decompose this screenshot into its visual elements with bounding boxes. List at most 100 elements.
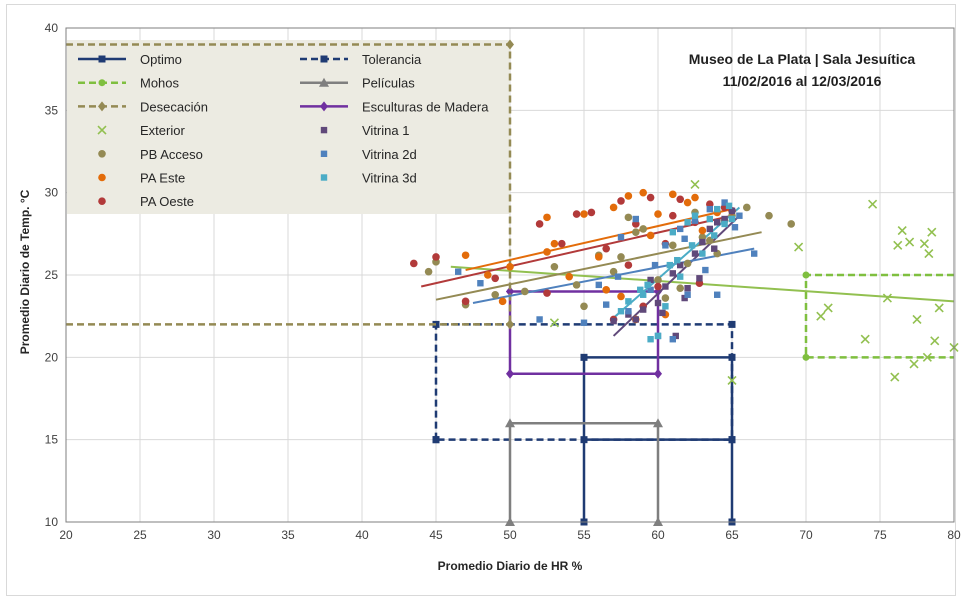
data-point	[683, 259, 692, 268]
x-tick-label: 25	[133, 528, 147, 542]
x-stroke	[927, 227, 937, 237]
x-stroke	[727, 375, 737, 385]
legend-marker	[320, 150, 328, 157]
x-stroke	[893, 240, 903, 250]
data-point	[669, 241, 677, 250]
data-point	[543, 213, 551, 222]
x-stroke	[97, 125, 107, 135]
zone-marker	[506, 368, 514, 379]
data-point	[550, 239, 559, 248]
x-stroke	[922, 352, 932, 362]
data-point	[706, 225, 713, 233]
data-point	[677, 261, 684, 269]
data-point	[714, 291, 721, 298]
data-point	[640, 306, 647, 313]
x-stroke	[924, 249, 934, 259]
x-tick-label: 40	[355, 528, 369, 542]
data-point	[659, 309, 666, 317]
data-point	[580, 302, 588, 311]
x-stroke	[868, 199, 878, 209]
y-tick-labels: 10 15 20 25 30 35 40	[45, 21, 59, 529]
data-point	[654, 282, 662, 291]
data-point	[632, 215, 639, 223]
legend-entry-optimo: Optimo	[78, 52, 182, 67]
y-tick-label: 20	[45, 350, 59, 364]
data-point	[676, 284, 684, 292]
legend-entry-desecacion: Desecación	[78, 99, 208, 114]
data-point	[683, 198, 692, 207]
data-point	[647, 276, 654, 284]
zone-desecacion	[66, 39, 514, 330]
data-point	[432, 253, 440, 261]
data-point	[662, 303, 669, 310]
x-tick-label: 80	[947, 528, 961, 542]
data-point	[617, 253, 625, 261]
zone-marker	[506, 39, 514, 50]
x-axis-title: Promedio Diario de HR %	[438, 559, 583, 573]
legend-label: PB Acceso	[140, 147, 203, 162]
zone-mohos	[802, 271, 954, 361]
data-point	[461, 297, 470, 306]
trendline-pb-acceso	[435, 231, 762, 301]
data-point	[632, 228, 640, 236]
data-point	[624, 192, 633, 200]
data-point	[662, 242, 669, 249]
x-tick-label: 70	[799, 528, 813, 542]
data-point	[624, 213, 633, 222]
data-point	[491, 274, 500, 283]
data-point	[698, 226, 707, 235]
data-point	[506, 262, 514, 271]
data-point	[587, 208, 596, 217]
data-point	[725, 202, 733, 210]
x-stroke	[905, 237, 915, 247]
series-vitrina-3d	[617, 202, 736, 343]
zone-line	[508, 421, 660, 522]
data-point	[681, 294, 688, 302]
data-point	[603, 301, 610, 308]
legend-entry-mohos: Mohos	[78, 76, 180, 91]
data-point	[639, 225, 647, 233]
zone-marker	[506, 319, 514, 330]
data-point	[498, 297, 507, 306]
legend-label: Esculturas de Madera	[362, 99, 489, 114]
zone-lines	[66, 39, 954, 526]
legend-marker	[320, 126, 328, 134]
data-point	[868, 199, 878, 209]
data-point	[691, 193, 699, 202]
legend-marker	[320, 174, 328, 181]
data-point	[654, 299, 662, 307]
x-stroke	[823, 303, 833, 313]
data-point	[794, 242, 804, 252]
data-point	[677, 273, 684, 280]
data-point	[714, 219, 721, 226]
x-tick-label: 60	[651, 528, 665, 542]
zone-line	[804, 273, 954, 359]
data-point	[549, 318, 559, 328]
legend-label: Mohos	[140, 76, 180, 91]
legend-entry-vitrina-3d: Vitrina 3d	[320, 171, 417, 186]
legend-entry-esculturas-de-madera: Esculturas de Madera	[300, 99, 489, 114]
data-point	[637, 286, 644, 294]
data-point	[669, 190, 677, 199]
zone-marker	[432, 436, 440, 444]
x-tick-label: 65	[725, 528, 739, 542]
data-point	[919, 239, 929, 249]
data-point	[595, 253, 603, 261]
data-point	[684, 219, 691, 226]
data-point	[672, 332, 679, 340]
data-point	[477, 280, 484, 287]
data-point	[617, 197, 625, 205]
data-point	[491, 290, 500, 299]
data-point	[816, 311, 826, 321]
legend-marker	[97, 125, 107, 135]
x-stroke	[890, 372, 900, 382]
data-point	[543, 248, 551, 256]
data-point	[721, 199, 728, 206]
data-point	[644, 281, 651, 289]
legend-marker	[320, 101, 328, 112]
data-point	[410, 259, 418, 268]
legend-label: Exterior	[140, 123, 185, 138]
data-point	[924, 249, 934, 259]
data-point	[647, 336, 654, 343]
